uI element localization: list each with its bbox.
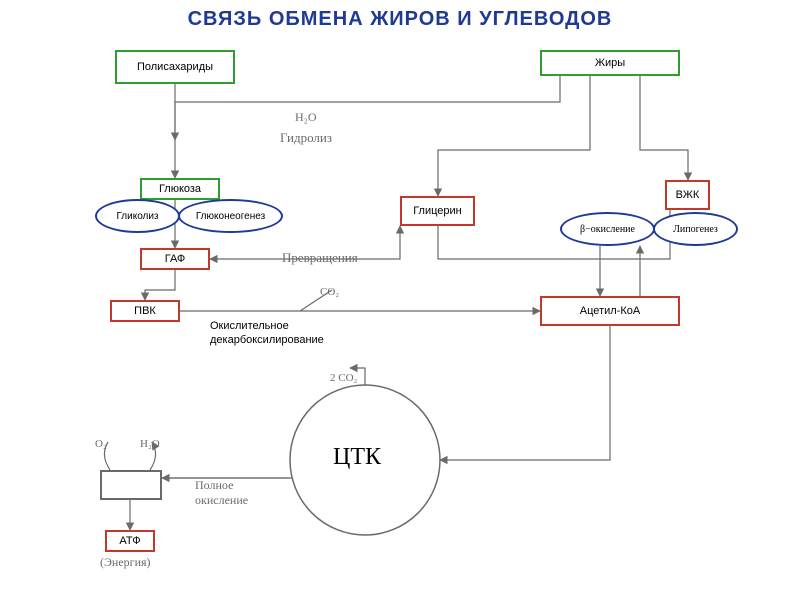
node-acetyl: Ацетил-КоА: [540, 296, 680, 326]
label-full_ox1: Полное: [195, 478, 233, 493]
label-transform: Превращения: [282, 250, 358, 266]
label-co2_a: CO₂: [320, 286, 339, 298]
diagram-title: СВЯЗЬ ОБМЕНА ЖИРОВ И УГЛЕВОДОВ: [0, 8, 800, 31]
ellipse-lipogenesis: Липогенез: [653, 212, 738, 246]
label-full_ox2: окисление: [195, 493, 248, 508]
node-glucose: Глюкоза: [140, 178, 220, 200]
label-oxdecarb1: Окислительное: [210, 320, 289, 332]
ellipse-glycolysis: Гликолиз: [95, 199, 180, 233]
label-hydrolysis: Гидролиз: [280, 130, 332, 146]
node-glycerin: Глицерин: [400, 196, 475, 226]
ellipse-beta_ox: β−окисление: [560, 212, 655, 246]
label-energy: (Энергия): [100, 555, 151, 570]
node-pvk: ПВК: [110, 300, 180, 322]
node-vzhk: ВЖК: [665, 180, 710, 210]
node-fats: Жиры: [540, 50, 680, 76]
node-atp: АТФ: [105, 530, 155, 552]
label-h2o_b: H₂O: [140, 438, 160, 450]
label-o2: O₂: [95, 438, 107, 450]
node-smallbox: [100, 470, 162, 500]
node-polysacch: Полисахариды: [115, 50, 235, 84]
ellipse-gluconeo: Глюконеогенез: [178, 199, 283, 233]
diagram-canvas: СВЯЗЬ ОБМЕНА ЖИРОВ И УГЛЕВОДОВ Полисахар…: [0, 0, 800, 600]
label-h2o: H₂O: [295, 110, 317, 125]
node-gaf: ГАФ: [140, 248, 210, 270]
label-two_co2: 2 CO₂: [330, 372, 357, 384]
circle-ctc-label: ЦТК: [333, 444, 381, 471]
label-oxdecarb2: декарбоксилирование: [210, 334, 324, 346]
